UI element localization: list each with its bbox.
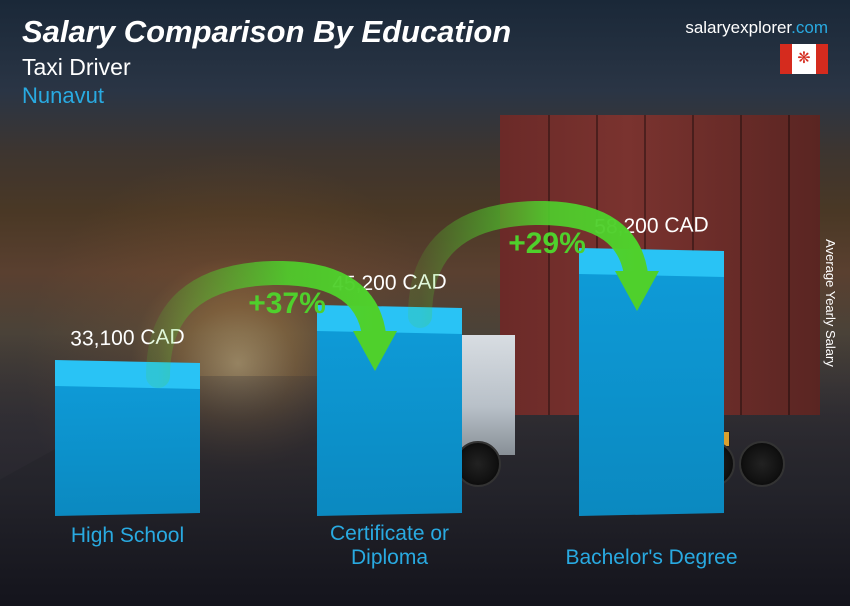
bar-category-0: High School: [28, 524, 228, 548]
increase-pct-0: +37%: [248, 287, 326, 321]
bar-chart: 33,100 CADHigh School45,200 CADCertifica…: [55, 106, 755, 566]
chart-title: Salary Comparison By Education: [22, 14, 511, 50]
increase-pct-1: +29%: [508, 227, 586, 261]
brand-label: salaryexplorer.com: [685, 18, 828, 38]
increase-arrow-0: [143, 261, 403, 406]
bar-category-2: Bachelor's Degree: [552, 546, 752, 570]
y-axis-label: Average Yearly Salary: [823, 239, 838, 367]
bar-category-1: Certificate or Diploma: [290, 522, 490, 570]
canada-flag-icon: ❋: [780, 44, 828, 74]
chart-subtitle: Taxi Driver: [22, 54, 511, 81]
increase-arrow-1: [405, 201, 665, 346]
